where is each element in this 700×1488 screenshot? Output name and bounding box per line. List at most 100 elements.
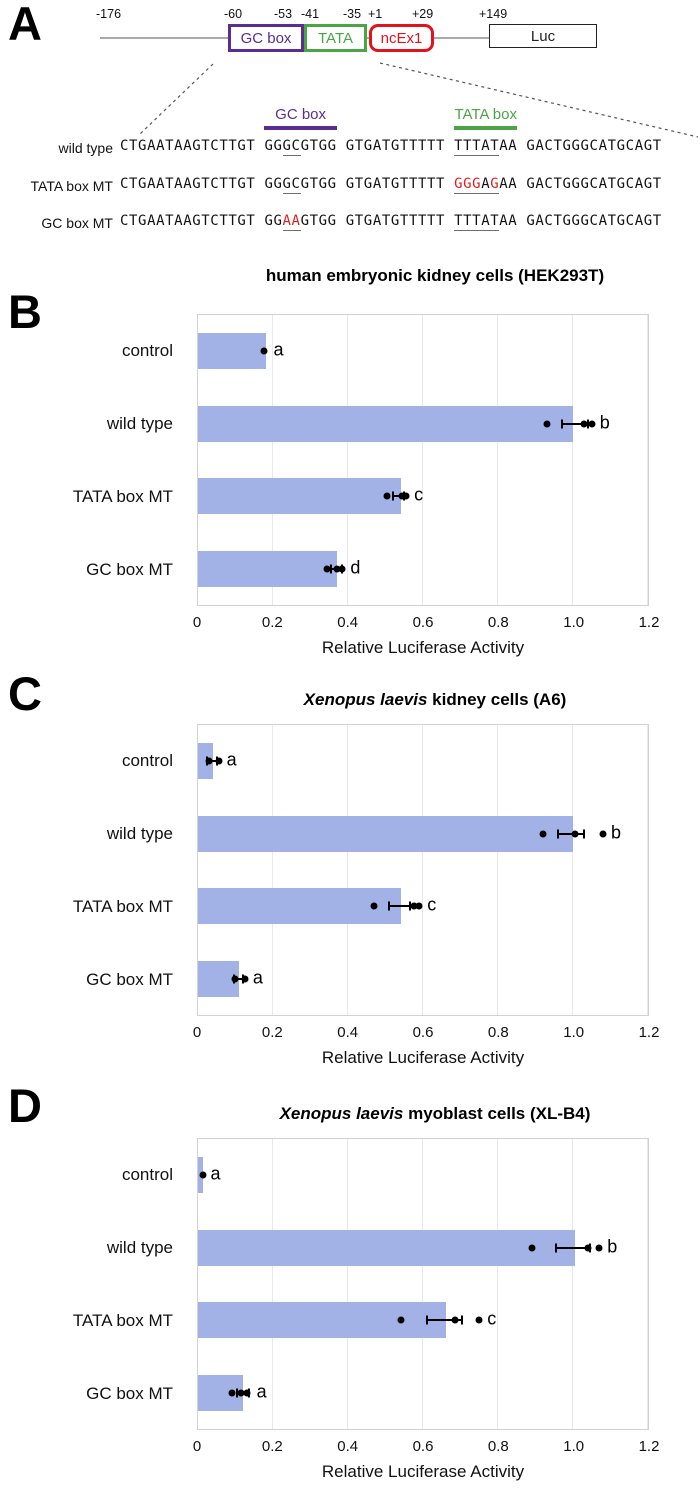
mutated-bases: G	[490, 176, 500, 194]
underlined-bases: T	[490, 213, 500, 231]
bases: CTGAATAAGTCTTGT	[120, 138, 256, 154]
category-labels: control wild type TATA box MT GC box MT	[0, 724, 185, 1016]
bases: GTGATGTTTTT	[345, 213, 446, 229]
category-label-gc-box-mt: GC box MT	[86, 1383, 173, 1403]
bases: GTGG	[300, 176, 337, 192]
bases: GG	[264, 138, 283, 154]
sequence-row-tata-box-mt: TATA box MT CTGAATAAGTCTTGT GGGCGTGG GTGA…	[0, 176, 700, 196]
sequence-row-label: wild type	[58, 140, 113, 156]
bases: GTGATGTTTTT	[345, 176, 446, 192]
chart-row-gc-box-mt: a	[198, 943, 648, 1016]
gridline	[271, 1139, 273, 1429]
data-point	[323, 565, 331, 573]
dna-sequence: CTGAATAAGTCTTGT GGGCGTGG GTGATGTTTTT TTT…	[120, 138, 662, 156]
bar-wild-type	[198, 815, 573, 852]
tata-box-annotation-bar	[454, 126, 518, 130]
category-labels: control wild type TATA box MT GC box MT	[0, 314, 185, 606]
chart-title-b: human embryonic kidney cells (HEK293T)	[205, 266, 665, 286]
bases: AA	[499, 213, 518, 229]
gridline	[496, 1139, 498, 1429]
significance-letter-c: c	[427, 894, 437, 915]
dna-sequence: CTGAATAAGTCTTGT GGAAGTGG GTGATGTTTTT TTT…	[120, 213, 662, 231]
tick-label-1-0: 1.0	[563, 614, 585, 631]
tick-label-1-0: 1.0	[563, 1024, 585, 1041]
sequence-gap	[337, 138, 346, 154]
tick-label-0-6: 0.6	[412, 614, 434, 631]
data-point	[475, 1316, 483, 1324]
data-point	[199, 1171, 206, 1179]
category-label-gc-box-mt: GC box MT	[86, 559, 173, 579]
construct-coordinate-35: -35	[343, 7, 362, 21]
x-axis-ticks: 0 0.2 0.4 0.6 0.8 1.0 1.2	[193, 1438, 660, 1456]
bar-gc-box-mt	[198, 1374, 243, 1411]
sequence-segment-4: GACTGGGCATGCAGT	[526, 213, 661, 229]
chart-title-c: Xenopus laevis kidney cells (A6)	[205, 690, 665, 710]
chart-row-wild-type: b	[198, 798, 648, 871]
title-text: human embryonic kidney cells (HEK293T)	[265, 266, 605, 285]
underlined-bases: TTTA	[454, 138, 491, 156]
gridline	[346, 1139, 348, 1429]
bases: GG	[264, 176, 283, 192]
category-label-tata-box-mt: TATA box MT	[72, 896, 173, 916]
data-point	[228, 1389, 236, 1397]
significance-letter-a: a	[252, 967, 263, 988]
bar-gc-box-mt	[198, 550, 337, 587]
sequence-gap	[337, 176, 346, 192]
panel-letter-b: B	[8, 285, 42, 338]
data-point	[528, 1244, 536, 1252]
construct-box-tata: TATA	[304, 24, 367, 52]
plot-area: a b c a	[197, 724, 649, 1016]
tick-label-1-2: 1.2	[638, 614, 660, 631]
tick-label-1-2: 1.2	[638, 1438, 660, 1455]
category-label-wild-type: wild type	[106, 1237, 173, 1257]
bar-control	[198, 743, 213, 780]
error-bar-cap-right	[408, 901, 411, 911]
tick-label-0: 0	[192, 1024, 202, 1041]
data-point	[237, 1389, 245, 1397]
construct-coordinate-29: +29	[412, 7, 434, 21]
underlined-bases: T	[490, 138, 500, 156]
data-point	[580, 420, 588, 428]
significance-letter-c: c	[414, 484, 424, 505]
panel-letter-a: A	[8, 0, 42, 50]
bar-tata-box-mt	[198, 1302, 446, 1339]
data-point	[599, 830, 607, 838]
sequence-gap	[445, 213, 454, 229]
bases: GTGG	[300, 138, 337, 154]
panel-a: A -176 -60 -53 -41 -35 +1 +29 +149 GC box TATA ncE…	[0, 0, 700, 258]
gc-box-annotation-bar	[264, 126, 337, 130]
gridline	[647, 725, 648, 1015]
sequence-row-gc-box-mt: GC box MT CTGAATAAGTCTTGT GGAAGTGG GTGATG…	[0, 213, 700, 233]
title-text: kidney cells (A6)	[427, 690, 567, 709]
gc-box-annotation-label: GC box	[275, 106, 327, 123]
sequence-row-label: GC box MT	[41, 215, 113, 231]
error-bar	[556, 1246, 590, 1249]
error-bar-cap-right	[587, 419, 589, 429]
chart-row-tata-box-mt: c	[198, 870, 648, 943]
bar-wild-type	[198, 405, 573, 442]
significance-letter-a: a	[256, 1381, 267, 1402]
sequence-segment-3: TTTATAA	[454, 138, 517, 156]
category-label-wild-type: wild type	[106, 413, 173, 433]
category-label-control: control	[121, 750, 173, 770]
tata-box-annotation-label: TATA box	[454, 106, 517, 123]
data-point	[415, 902, 423, 910]
chart-row-control: a	[198, 1139, 648, 1212]
sequence-segment-2: GTGATGTTTTT	[346, 176, 445, 192]
sequence-row-wild-type: wild type CTGAATAAGTCTTGT GGGCGTGG GTGATG…	[0, 138, 700, 158]
data-point	[402, 492, 410, 500]
mutated-bases: GGG	[454, 176, 482, 194]
gridline	[647, 1139, 648, 1429]
chart-row-wild-type: b	[198, 388, 648, 461]
chart-row-gc-box-mt: a	[198, 1357, 648, 1430]
dna-sequence: CTGAATAAGTCTTGT GGGCGTGG GTGATGTTTTT GGG…	[120, 176, 662, 194]
construct-coordinate-149: +149	[479, 7, 508, 21]
x-axis-label: Relative Luciferase Activity	[321, 1462, 525, 1481]
sequence-segment-1: GGGCGTGG	[264, 138, 337, 156]
sequence-segment-2: GTGATGTTTTT	[346, 138, 445, 154]
gridline	[422, 315, 423, 605]
data-point	[243, 1389, 251, 1397]
category-label-control: control	[121, 340, 173, 360]
significance-letter-a: a	[210, 1163, 221, 1184]
